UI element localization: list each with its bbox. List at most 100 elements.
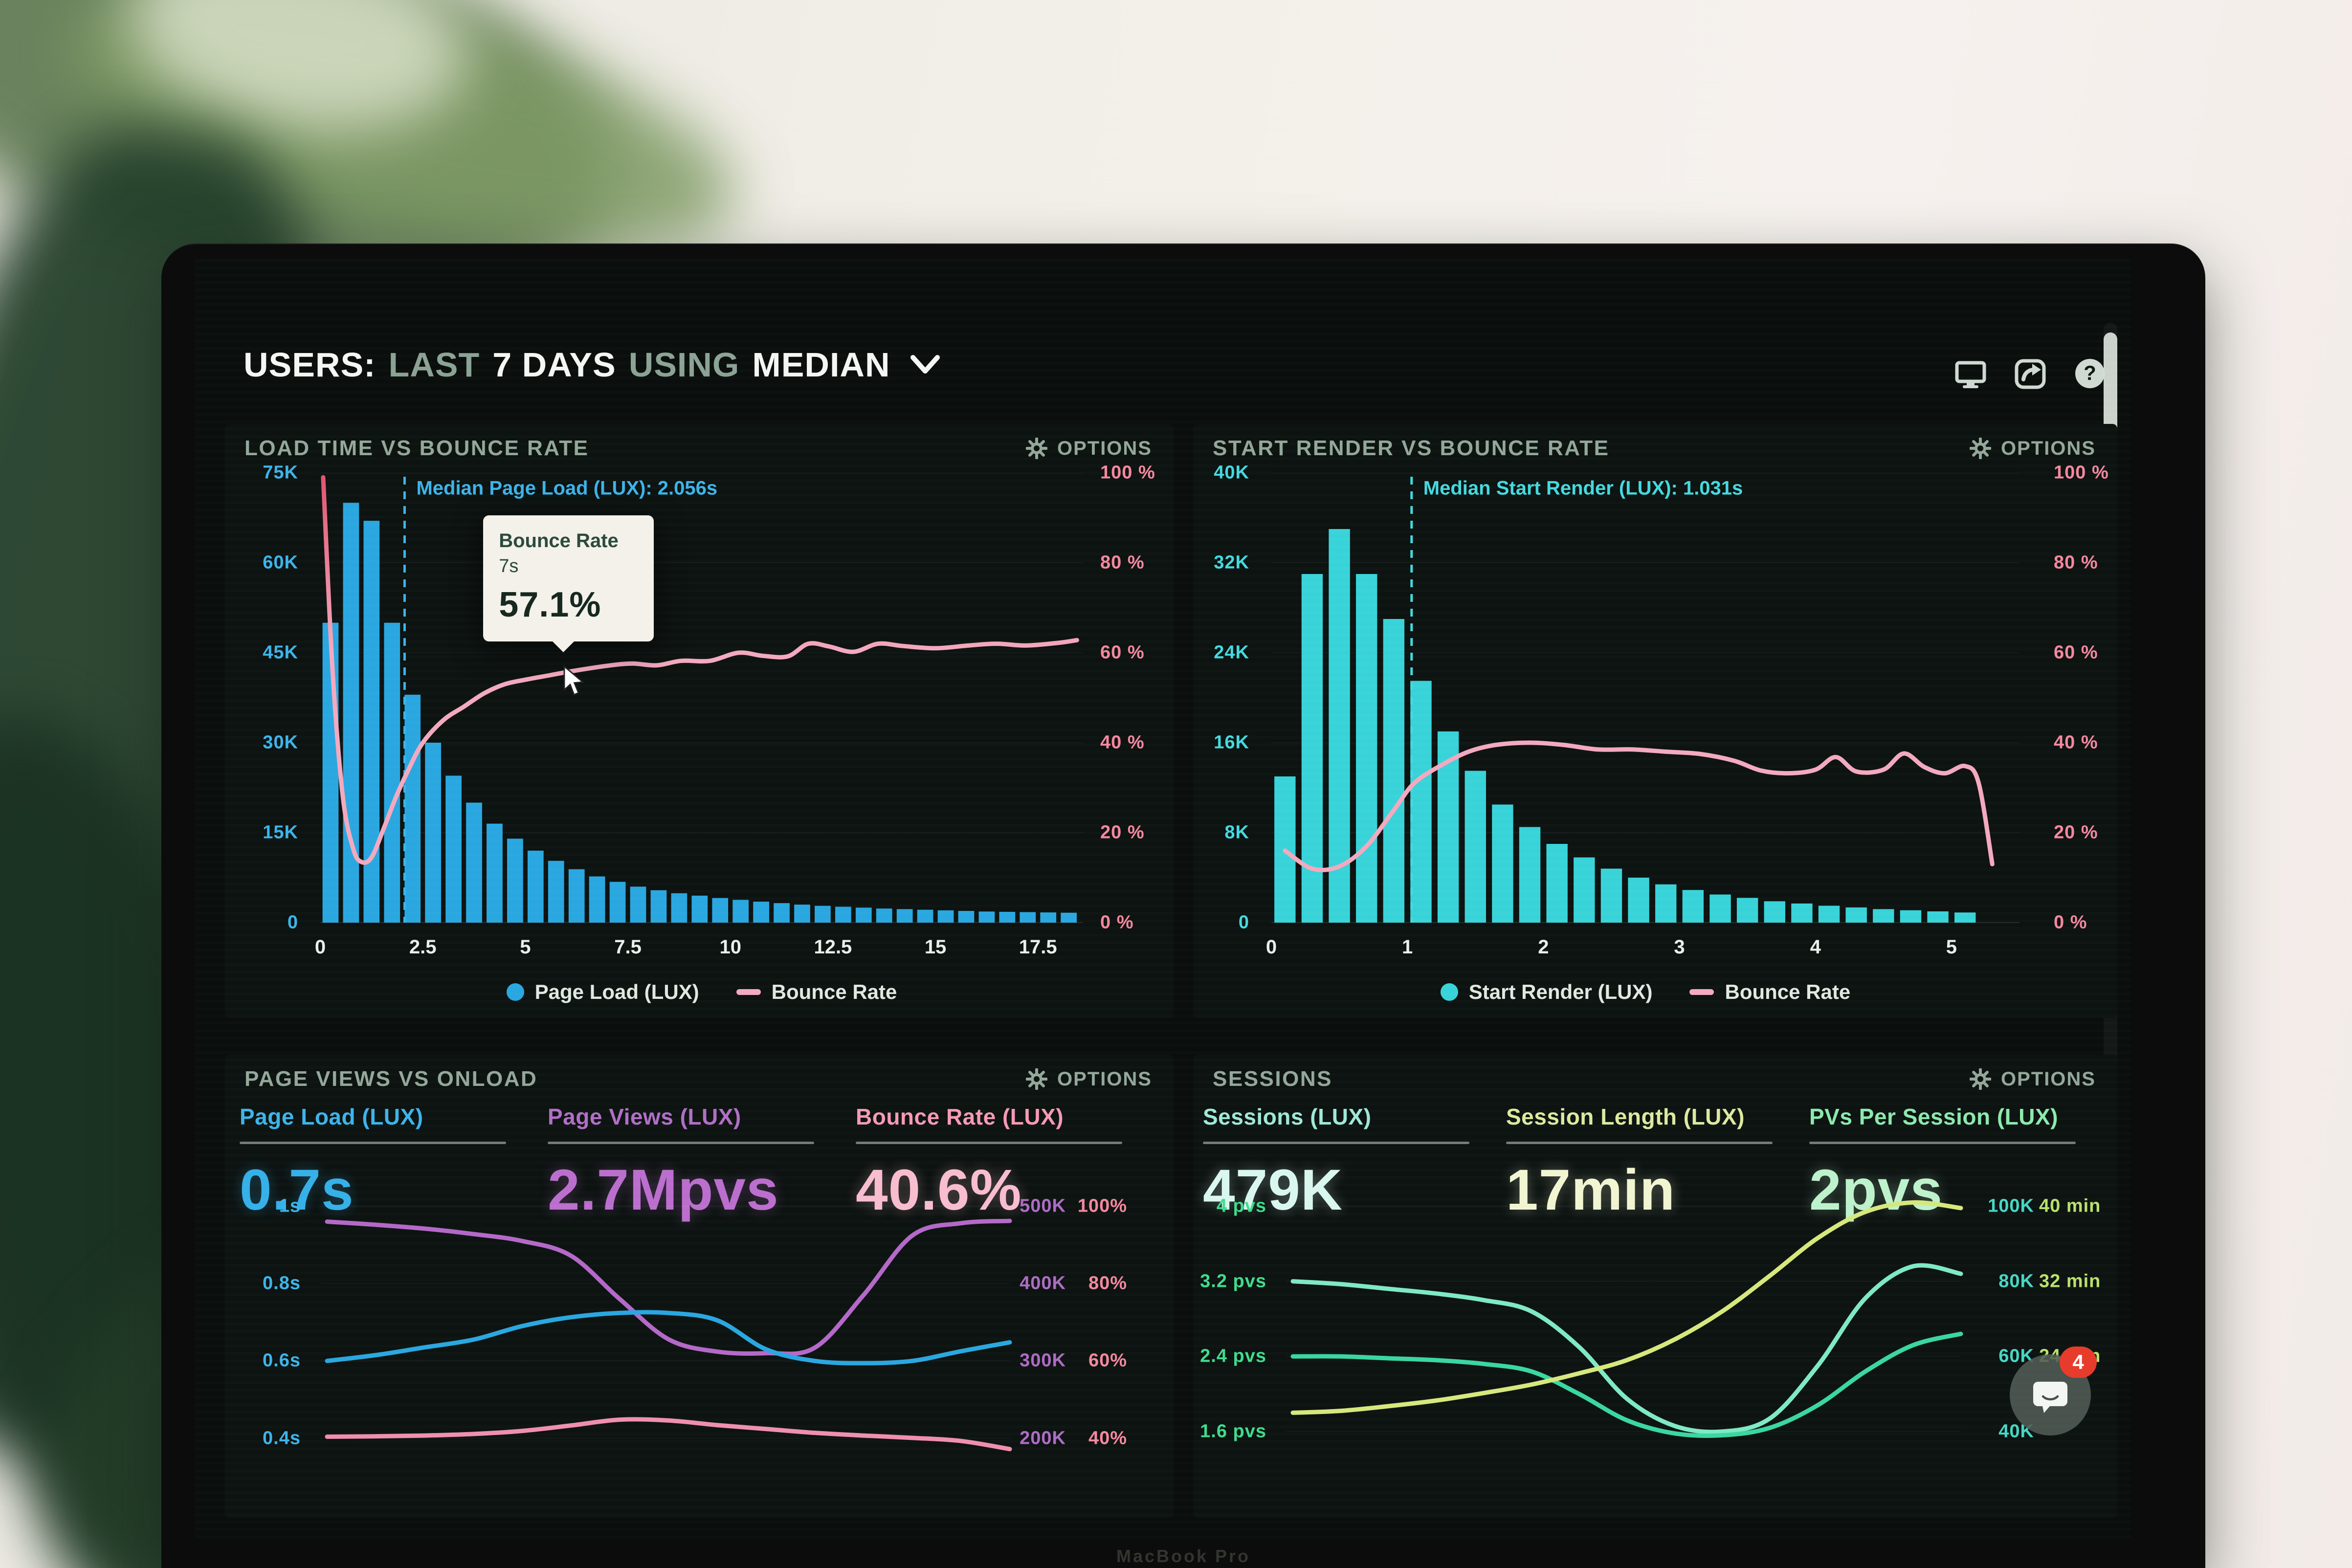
y-axis-tick-left: 1.6 pvs (1200, 1421, 1266, 1442)
y-axis-tick-right: 300K (1020, 1350, 1066, 1371)
y-axis-tick-left: 15K (263, 822, 298, 843)
y-axis-tick-right: 60 % (1100, 642, 1145, 663)
y-axis-tick-right: 40 % (2054, 732, 2098, 753)
y-axis-tick-left: 40K (1214, 462, 1249, 483)
y-axis-tick-right: 100 % (2054, 462, 2109, 483)
panel-sessions: SESSIONS OPTIONS Sessions (LUX) 479K Sessi… (1193, 1055, 2117, 1518)
y-axis-tick-right: 80 % (2054, 552, 2098, 573)
chart-page-views-vs-onload: 1s 0.8s 0.6s 0.4s 500K 400K 300K 200K 100% 80% 60%… (225, 1194, 1174, 1518)
y-axis-tick-left: 24K (1214, 642, 1249, 663)
legend-label: Bounce Rate (1725, 980, 1851, 1003)
metric-label: Bounce Rate (LUX) (856, 1104, 1064, 1129)
x-axis-tick: 7.5 (614, 936, 642, 958)
metric-value: 0.7s (240, 1158, 354, 1222)
x-axis-tick: 2 (1538, 936, 1549, 958)
y-axis-tick-right: 40 % (1100, 732, 1145, 753)
panel-start-render-vs-bounce-rate: START RENDER VS BOUNCE RATE OPTIONS Star… (1193, 424, 2117, 1018)
chat-bubble-icon (2033, 1382, 2067, 1413)
legend-item[interactable]: Start Render (LUX) (1440, 980, 1653, 1004)
metric-underline (548, 1142, 814, 1144)
panel-title: SESSIONS (1213, 1067, 1332, 1091)
legend-label: Start Render (LUX) (1468, 980, 1653, 1003)
y-axis-tick-left: 4 pvs (1216, 1195, 1266, 1216)
tooltip-series: Bounce Rate (499, 530, 619, 552)
x-axis-tick: 2.5 (409, 936, 437, 958)
options-button[interactable]: OPTIONS (1025, 1068, 1152, 1090)
gear-icon (1025, 438, 1047, 459)
panel-title: START RENDER VS BOUNCE RATE (1213, 436, 1610, 460)
gear-icon (1025, 1068, 1047, 1090)
legend-swatch (1440, 983, 1458, 1001)
help-icon[interactable]: ? (2072, 356, 2108, 391)
x-axis-tick: 15 (924, 936, 947, 958)
y-axis-tick-left: 16K (1214, 732, 1249, 753)
mouse-cursor (563, 664, 585, 696)
chat-bubble-button[interactable]: 4 (2010, 1347, 2097, 1435)
x-axis-tick: 4 (1810, 936, 1821, 958)
y-axis-tick-left: 0.4s (263, 1428, 301, 1449)
header-title-segment: MEDIAN (752, 346, 890, 384)
median-label: Median Page Load (LUX): 2.056s (416, 477, 718, 499)
y-axis-tick-left: 8K (1224, 822, 1249, 843)
y-axis-tick-left: 0.6s (263, 1350, 301, 1371)
y-axis-tick-left: 0.8s (263, 1273, 301, 1294)
metric-value: 479K (1203, 1158, 1343, 1222)
y-axis-tick-right: 32 min (2039, 1271, 2101, 1292)
x-axis-tick: 0 (1265, 936, 1277, 958)
metric-underline (240, 1142, 506, 1144)
y-axis-tick-left: 0 (1238, 912, 1249, 933)
x-axis-tick: 1 (1402, 936, 1413, 958)
metric: Session Length (LUX) 17min (1506, 1104, 1773, 1223)
chart-start-render-vs-bounce-rate: Start Render (LUX) Bounce Rate 40K 32K 24K 1… (1193, 463, 2117, 1018)
header-toolbar: ? (1953, 356, 2108, 391)
legend-item[interactable]: Page Load (LUX) (506, 980, 699, 1004)
y-axis-tick-left: 1s (279, 1195, 301, 1216)
y-axis-tick-right: 100% (1077, 1195, 1127, 1216)
metric: Page Load (LUX) 0.7s (240, 1104, 506, 1223)
header-title-segment: LAST (388, 346, 480, 384)
tooltip-bucket: 7s (499, 555, 519, 576)
metric-underline (1809, 1142, 2076, 1144)
y-axis-tick-left: 32K (1214, 552, 1249, 573)
header-title-segment: USERS: (244, 346, 376, 384)
options-label: OPTIONS (1057, 1068, 1152, 1090)
share-icon[interactable] (2013, 356, 2048, 391)
metric: Page Views (LUX) 2.7Mpvs (548, 1104, 814, 1223)
panel-title: LOAD TIME VS BOUNCE RATE (244, 436, 589, 460)
x-axis-tick: 5 (1946, 936, 1957, 958)
options-button[interactable]: OPTIONS (1969, 1068, 2096, 1090)
dashboard-screen: USERS: LAST 7 DAYS USING MEDIAN ? (195, 259, 2131, 1539)
x-axis-tick: 5 (520, 936, 531, 958)
tooltip-value: 57.1% (499, 585, 601, 624)
y-axis-tick-left: 60K (263, 552, 298, 573)
y-axis-tick-left: 2.4 pvs (1200, 1346, 1266, 1367)
metric: PVs Per Session (LUX) 2pvs (1809, 1104, 2076, 1223)
options-button[interactable]: OPTIONS (1969, 438, 2096, 460)
x-axis-tick: 0 (314, 936, 326, 958)
panel-page-views-vs-onload: PAGE VIEWS VS ONLOAD OPTIONS Page Load (… (225, 1055, 1174, 1518)
display-icon[interactable] (1953, 356, 1988, 391)
y-axis-tick-left: 75K (263, 462, 298, 483)
y-axis-tick-right: 400K (1020, 1273, 1066, 1294)
metric-label: Session Length (LUX) (1506, 1104, 1745, 1129)
metric-value: 2.7Mpvs (548, 1158, 779, 1222)
legend-item[interactable]: Bounce Rate (1689, 980, 1850, 1004)
metric-underline (1203, 1142, 1469, 1144)
legend-item[interactable]: Bounce Rate (736, 980, 897, 1004)
y-axis-tick-right: 100K (1988, 1195, 2034, 1216)
metric-label: PVs Per Session (LUX) (1809, 1104, 2058, 1129)
metric-underline (856, 1142, 1122, 1144)
chart-legend: Start Render (LUX) Bounce Rate (1271, 980, 2019, 1004)
options-button[interactable]: OPTIONS (1025, 438, 1152, 460)
laptop-brand-text: MacBook Pro (1116, 1546, 1251, 1566)
users-timeframe-dropdown[interactable]: USERS: LAST 7 DAYS USING MEDIAN (244, 341, 940, 388)
metric-summary-row: Page Load (LUX) 0.7s Page Views (LUX) 2.7Mp… (225, 1104, 1174, 1222)
header-title-segment: 7 DAYS (492, 346, 616, 384)
chart-legend: Page Load (LUX) Bounce Rate (320, 980, 1083, 1004)
legend-label: Page Load (LUX) (534, 980, 699, 1003)
metric-value: 17min (1506, 1158, 1676, 1222)
y-axis-tick-right: 500K (1020, 1195, 1066, 1216)
y-axis-tick-right: 40% (1088, 1428, 1127, 1449)
y-axis-tick-right: 0 % (2054, 912, 2087, 933)
